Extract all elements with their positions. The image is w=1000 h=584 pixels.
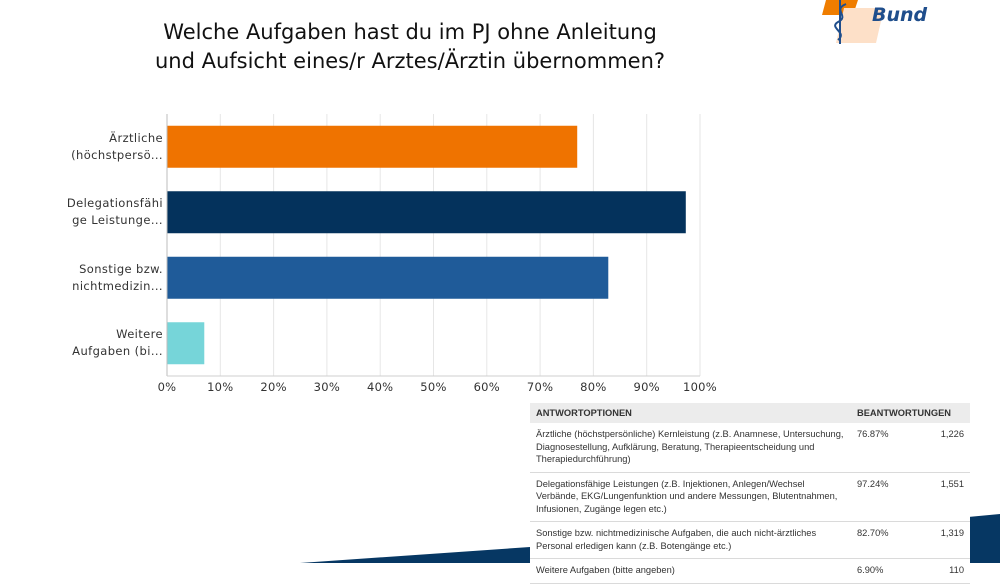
row-count: 110 xyxy=(913,558,970,584)
x-tick-label: 60% xyxy=(473,380,501,394)
category-label: Sonstige bzw. nichtmedizin... xyxy=(3,261,163,295)
row-count: 1,551 xyxy=(913,472,970,522)
row-option: Delegationsfähige Leistungen (z.B. Injek… xyxy=(530,472,851,522)
category-label: Ärztliche (höchstpersö... xyxy=(3,130,163,164)
category-label-line: Delegationsfähi xyxy=(66,196,163,211)
category-label-line: ge Leistunge... xyxy=(72,213,163,228)
category-label-line: Ärztliche xyxy=(109,130,163,145)
x-tick-label: 10% xyxy=(207,380,234,394)
aesculapius-staff-icon xyxy=(834,0,847,44)
table-row: Delegationsfähige Leistungen (z.B. Injek… xyxy=(530,472,970,522)
table-row: Sonstige bzw. nichtmedizinische Aufgaben… xyxy=(530,521,970,559)
x-tick-label: 100% xyxy=(682,380,718,394)
category-label: Weitere Aufgaben (bi... xyxy=(3,326,163,360)
x-tick-label: 70% xyxy=(526,380,554,394)
row-option: Ärztliche (höchstpersönliche) Kernleistu… xyxy=(530,423,851,473)
navy-wedge-left xyxy=(300,547,530,563)
responses-table: ANTWORTOPTIONEN BEANTWORTUNGEN Ärztliche… xyxy=(530,403,970,584)
marburger-bund-logo xyxy=(822,0,884,44)
bar xyxy=(167,322,205,365)
navy-wedge-right xyxy=(968,514,1000,563)
chart-plot-area xyxy=(166,114,701,377)
logo-light-square xyxy=(836,8,884,43)
header-responses: BEANTWORTUNGEN xyxy=(851,403,970,423)
slide-title-line-1: Welche Aufgaben hast du im PJ ohne Anlei… xyxy=(163,20,657,44)
row-option: Sonstige bzw. nichtmedizinische Aufgaben… xyxy=(530,521,851,559)
x-tick-label: 50% xyxy=(420,380,447,394)
slide-title: Welche Aufgaben hast du im PJ ohne Anlei… xyxy=(150,18,670,76)
category-label-line: Weitere xyxy=(116,327,163,342)
category-label-line: nichtmedizin... xyxy=(72,278,163,293)
row-percent: 6.90% xyxy=(851,558,913,584)
bar xyxy=(167,191,686,234)
row-percent: 82.70% xyxy=(851,521,913,559)
table-row: Weitere Aufgaben (bitte angeben) 6.90% 1… xyxy=(530,558,970,584)
row-percent: 97.24% xyxy=(851,472,913,522)
category-label-line: Sonstige bzw. xyxy=(79,261,163,276)
x-tick-label: 40% xyxy=(366,380,394,394)
bar xyxy=(167,125,578,168)
row-count: 1,319 xyxy=(913,521,970,559)
row-count: 1,226 xyxy=(913,423,970,473)
x-tick-label: 80% xyxy=(580,380,607,394)
category-label-line: Aufgaben (bi... xyxy=(72,344,163,359)
row-option: Weitere Aufgaben (bitte angeben) xyxy=(530,558,851,584)
row-percent: 76.87% xyxy=(851,423,913,473)
slide-title-line-2: und Aufsicht eines/r Arztes/Ärztin übern… xyxy=(154,49,666,73)
table-header-row: ANTWORTOPTIONEN BEANTWORTUNGEN xyxy=(530,403,970,423)
category-label: Delegationsfähi ge Leistunge... xyxy=(3,195,163,229)
bar-chart: Ärztliche (höchstpersö... Delegationsfähi g… xyxy=(0,110,720,400)
x-tick-label: 0% xyxy=(157,380,177,394)
x-tick-label: 20% xyxy=(260,380,287,394)
logo-text: Bund xyxy=(872,4,928,26)
table-row: Ärztliche (höchstpersönliche) Kernleistu… xyxy=(530,423,970,473)
x-tick-label: 90% xyxy=(633,380,660,394)
header-options: ANTWORTOPTIONEN xyxy=(530,403,851,423)
bar xyxy=(167,256,609,299)
x-tick-label: 30% xyxy=(313,380,341,394)
category-label-line: (höchstpersö... xyxy=(71,147,163,162)
